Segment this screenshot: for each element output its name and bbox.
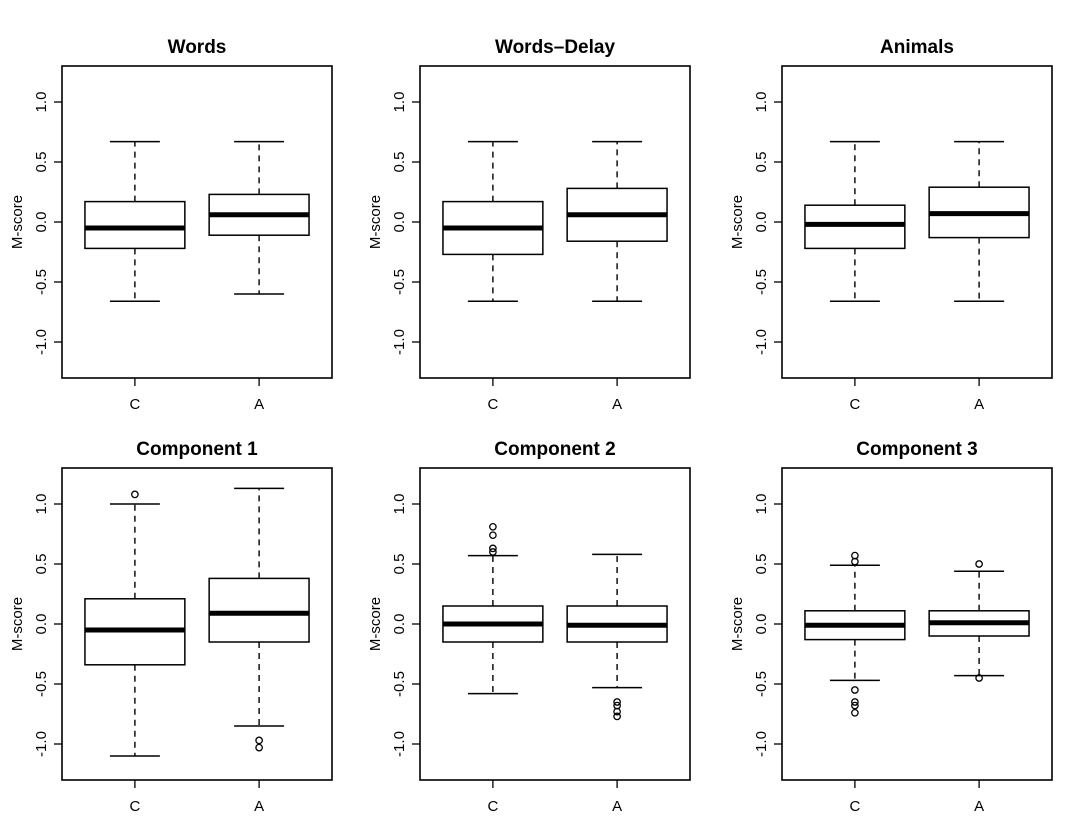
- y-tick-label: -0.5: [391, 269, 408, 295]
- outlier-point: [489, 548, 497, 556]
- box-a: A: [566, 553, 668, 815]
- y-tick-label: -0.5: [391, 671, 408, 697]
- x-tick-label: A: [612, 396, 622, 413]
- y-tick-label: -1.0: [391, 731, 408, 757]
- box-a: A: [208, 140, 310, 413]
- x-tick-label: C: [129, 396, 140, 413]
- y-axis-label: M-score: [367, 195, 384, 249]
- outlier-point: [613, 712, 621, 721]
- outlier-point: [851, 701, 859, 710]
- boxplot-panel: Component 2 -1.0 -0.5 0.0 0.5 1.0 M-score C A: [367, 439, 691, 815]
- outlier-point: [613, 698, 621, 706]
- y-tick-label: 0.0: [33, 212, 50, 233]
- panel-title: Component 3: [856, 439, 977, 460]
- y-tick-label: 0.5: [391, 152, 408, 173]
- box-a: A: [208, 487, 310, 815]
- y-tick-label: 0.5: [391, 554, 408, 575]
- box-c: C: [442, 522, 544, 815]
- y-tick-label: 0.0: [753, 614, 770, 635]
- y-tick-label: -1.0: [391, 329, 408, 355]
- y-tick-label: -0.5: [33, 671, 50, 697]
- y-tick-label: 1.0: [33, 92, 50, 113]
- y-tick-label: 0.5: [753, 554, 770, 575]
- x-tick-label: C: [849, 798, 860, 815]
- box-c: C: [84, 140, 186, 413]
- boxplot-panel: Component 1 -1.0 -0.5 0.0 0.5 1.0 M-score C A: [9, 439, 333, 815]
- boxplot-panel: Animals -1.0 -0.5 0.0 0.5 1.0 M-score C A: [729, 37, 1053, 413]
- panel-title: Component 1: [136, 439, 258, 460]
- panel-title: Words–Delay: [495, 37, 615, 58]
- outlier-point: [975, 674, 983, 682]
- y-tick-label: 1.0: [391, 494, 408, 515]
- y-tick-label: 1.0: [753, 92, 770, 113]
- outlier-point: [255, 743, 263, 752]
- boxplot-panel: Component 3 -1.0 -0.5 0.0 0.5 1.0 M-score C A: [729, 439, 1053, 815]
- x-tick-label: A: [254, 396, 264, 413]
- y-tick-label: 0.0: [753, 212, 770, 233]
- y-axis-label: M-score: [729, 195, 746, 249]
- y-tick-label: 0.5: [33, 152, 50, 173]
- panel-title: Words: [168, 37, 227, 58]
- y-tick-label: 1.0: [753, 494, 770, 515]
- y-tick-label: 0.0: [33, 614, 50, 635]
- outlier-point: [975, 560, 983, 568]
- y-tick-label: 0.5: [33, 554, 50, 575]
- boxplot-panel: Words–Delay -1.0 -0.5 0.0 0.5 1.0 M-score C A: [367, 37, 691, 413]
- iqr-box: [208, 577, 310, 643]
- y-tick-label: 0.0: [391, 614, 408, 635]
- y-tick-label: -1.0: [753, 329, 770, 355]
- y-axis-label: M-score: [9, 597, 26, 651]
- x-tick-label: A: [254, 798, 264, 815]
- x-tick-label: A: [612, 798, 622, 815]
- y-tick-label: -1.0: [33, 731, 50, 757]
- boxplot-panel: Words -1.0 -0.5 0.0 0.5 1.0 M-score C A: [9, 37, 333, 413]
- box-c: C: [442, 140, 544, 413]
- outlier-point: [851, 551, 859, 560]
- outlier-point: [851, 708, 859, 717]
- box-a: A: [928, 560, 1030, 815]
- x-tick-label: C: [849, 396, 860, 413]
- y-tick-label: 0.5: [753, 152, 770, 173]
- x-tick-label: A: [974, 798, 984, 815]
- y-axis-label: M-score: [729, 597, 746, 651]
- box-c: C: [84, 490, 186, 815]
- y-axis-label: M-score: [9, 195, 26, 249]
- panel-title: Component 2: [494, 439, 615, 460]
- box-a: A: [566, 140, 668, 413]
- outlier-point: [489, 522, 497, 531]
- outlier-point: [489, 531, 497, 540]
- x-tick-label: C: [129, 798, 140, 815]
- box-c: C: [804, 140, 906, 413]
- outlier-point: [255, 736, 263, 745]
- box-c: C: [804, 551, 906, 815]
- panel-title: Animals: [880, 37, 954, 58]
- x-tick-label: C: [487, 798, 498, 815]
- y-tick-label: 0.0: [391, 212, 408, 233]
- y-axis-label: M-score: [367, 597, 384, 651]
- outlier-point: [851, 698, 859, 706]
- y-tick-label: -1.0: [33, 329, 50, 355]
- iqr-box: [84, 200, 186, 250]
- box-a: A: [928, 140, 1030, 413]
- outlier-point: [613, 707, 621, 716]
- outlier-point: [131, 490, 139, 499]
- y-tick-label: -0.5: [753, 269, 770, 295]
- y-tick-label: -1.0: [753, 731, 770, 757]
- y-tick-label: -0.5: [33, 269, 50, 295]
- outlier-point: [851, 686, 859, 694]
- x-tick-label: C: [487, 396, 498, 413]
- x-tick-label: A: [974, 396, 984, 413]
- y-tick-label: 1.0: [391, 92, 408, 113]
- y-tick-label: -0.5: [753, 671, 770, 697]
- outlier-point: [489, 544, 497, 553]
- y-tick-label: 1.0: [33, 494, 50, 515]
